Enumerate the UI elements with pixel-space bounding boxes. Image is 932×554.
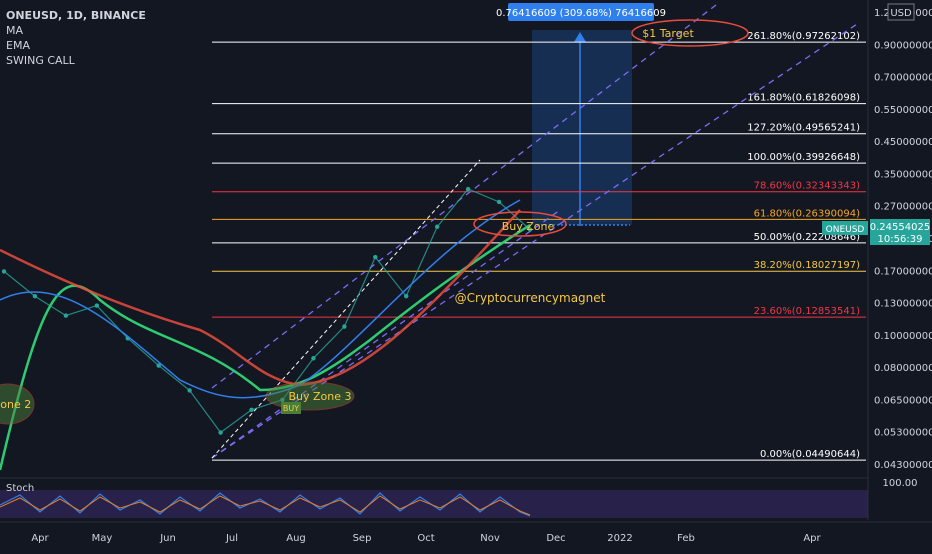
price-tick-label: 0.08000000 [874, 363, 932, 374]
indicator-swing-call[interactable]: SWING CALL [6, 54, 76, 67]
price-tick-label: 0.05300000 [874, 428, 932, 439]
price-tick-label: 0.45000000 [874, 137, 932, 148]
time-axis[interactable]: Apr May Jun Jul Aug Sep Oct Nov Dec 2022 Feb Apr [31, 533, 821, 544]
currency-box[interactable] [887, 3, 915, 21]
price-tick-label: 0.35000000 [874, 169, 932, 180]
fib-label: 127.20%(0.49565241) [747, 123, 860, 134]
buy-zone-2-ellipse [0, 383, 35, 425]
buy-tag: BUY [283, 404, 299, 413]
fib-label: 161.80%(0.61826098) [747, 93, 860, 104]
symbol-tag-box [822, 221, 868, 235]
price-tick-label: 0.10000000 [874, 331, 932, 342]
price-tick-label: 0.06500000 [874, 395, 932, 406]
currency-label: USD [890, 8, 912, 19]
price-point [32, 293, 38, 299]
fib-label: 38.20%(0.18027197) [754, 260, 860, 271]
price-point [187, 388, 192, 393]
indicator-ema[interactable]: EMA [6, 39, 30, 52]
price-point [1, 269, 7, 274]
time-tick-label: Oct [417, 533, 434, 544]
fib-label: 61.80%(0.26390094) [754, 208, 860, 219]
stoch-d-line [0, 495, 531, 516]
fib-label: 261.80%(0.97262102) [747, 31, 860, 42]
symbol-title: ONEUSD, 1D, BINANCE [6, 9, 146, 22]
measure-box [532, 30, 632, 225]
measure-label-box [508, 3, 654, 21]
price-tick-label: 0.55000000 [874, 105, 932, 116]
price-tick-label: 0.90000000 [874, 40, 932, 51]
price-point [496, 199, 502, 205]
price-point [342, 324, 347, 329]
time-tick-label: Nov [480, 533, 500, 544]
time-tick-label: Feb [677, 533, 695, 544]
symbol-tag: ONEUSD [826, 225, 865, 235]
buy-zone-label: Buy Zone [502, 220, 555, 233]
stoch-label: Stoch [6, 483, 34, 494]
price-point [465, 186, 471, 192]
price-point [94, 303, 100, 308]
price-tick-label: 0.04300000 [874, 460, 932, 471]
price-tick-label: 0.17000000 [874, 266, 932, 277]
channel-upper-line [211, 1, 721, 389]
buy-zone-2-label: Zone 2 [0, 398, 31, 411]
buy-zone-3-label: Buy Zone 3 [288, 390, 351, 403]
time-tick-label: Jun [159, 533, 176, 544]
ema-line [0, 223, 531, 471]
price-point [63, 313, 69, 318]
indicator-ma[interactable]: MA [6, 24, 23, 37]
stoch-band [0, 490, 868, 518]
price-tick-label: 0.13000000 [874, 299, 932, 310]
price-point [218, 430, 223, 435]
price-point [434, 224, 440, 229]
fib-label: 50.00%(0.22208646) [754, 232, 860, 243]
target-label: $1 Target [642, 27, 694, 40]
fib-label: 100.00%(0.39926648) [747, 152, 860, 163]
time-tick-label: Apr [31, 533, 49, 544]
fib-label: 0.00%(0.04490644) [760, 449, 860, 460]
time-tick-label: May [92, 533, 113, 544]
candle-countdown: 10:56:39 [878, 234, 923, 245]
signal-line [0, 199, 521, 399]
measure-label: 0.76416609 (309.68%) 76416609 [496, 8, 666, 19]
current-price-value: 0.24554025 [870, 222, 930, 233]
fib-levels: 261.80%(0.97262102) 161.80%(0.61826098) 12… [212, 31, 866, 461]
current-price-box [870, 219, 930, 245]
time-tick-label: 2022 [607, 533, 632, 544]
price-point [249, 407, 254, 413]
price-points [1, 186, 533, 435]
time-tick-label: Aug [286, 533, 306, 544]
watermark: @Cryptocurrencymagnet [455, 291, 606, 305]
channel-lower-line [211, 21, 861, 459]
price-tick-label: 0.70000000 [874, 73, 932, 84]
time-tick-label: Dec [546, 533, 565, 544]
time-tick-label: Apr [803, 533, 821, 544]
fib-label: 23.60%(0.12853541) [754, 306, 860, 317]
time-tick-label: Sep [353, 533, 372, 544]
fib-label: 78.60%(0.32343343) [754, 181, 860, 192]
price-point [311, 356, 316, 361]
price-tick-label: 0.27000000 [874, 202, 932, 213]
target-ellipse [631, 19, 749, 47]
price-series-line [3, 188, 531, 434]
stoch-tick-100: 100.00 [883, 478, 918, 489]
ma-line [0, 209, 521, 387]
buy-tag-box [281, 402, 301, 414]
time-tick-label: Jul [225, 533, 238, 544]
price-point [373, 254, 378, 260]
price-point [156, 363, 161, 368]
channel-support-line [211, 209, 561, 459]
price-point [527, 227, 533, 232]
buy-zone-ellipse [473, 211, 567, 237]
price-point [404, 293, 409, 299]
measure-arrow-head [574, 32, 586, 42]
